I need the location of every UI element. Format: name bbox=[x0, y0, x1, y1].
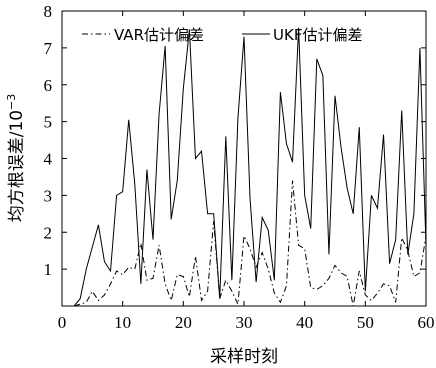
y-tick-label-2: 2 bbox=[44, 223, 53, 242]
series-line-ukf bbox=[73, 27, 427, 307]
y-axis-title-exponent: −3 bbox=[5, 94, 18, 110]
x-tick-label-50: 50 bbox=[357, 313, 374, 332]
y-tick-label-7: 7 bbox=[44, 39, 53, 58]
series-layer bbox=[73, 27, 427, 307]
legend: VAR估计偏差 UKF估计偏差 bbox=[82, 26, 362, 44]
x-tick-label-60: 60 bbox=[418, 313, 435, 332]
y-axis-title-group: 均方根误差/10−3 bbox=[5, 94, 27, 223]
y-tick-label-3: 3 bbox=[44, 186, 53, 205]
series-line-var bbox=[73, 180, 427, 307]
y-tick-label-6: 6 bbox=[44, 76, 53, 95]
y-tick-label-8: 8 bbox=[44, 2, 53, 21]
axis-ticks: 0 10 20 30 40 50 60 1 2 3 4 5 6 7 8 bbox=[44, 2, 435, 332]
legend-label-ukf: UKF估计偏差 bbox=[273, 26, 362, 44]
plot-frame bbox=[61, 10, 427, 307]
y-tick-label-4: 4 bbox=[44, 150, 53, 169]
x-tick-label-10: 10 bbox=[114, 313, 131, 332]
x-tick-label-20: 20 bbox=[175, 313, 192, 332]
y-tick-label-5: 5 bbox=[44, 113, 53, 132]
legend-label-var: VAR估计偏差 bbox=[114, 26, 204, 44]
x-tick-label-40: 40 bbox=[296, 313, 313, 332]
x-axis-title: 采样时刻 bbox=[210, 347, 278, 367]
x-tick-label-0: 0 bbox=[58, 313, 67, 332]
y-axis-title: 均方根误差/10−3 bbox=[5, 94, 27, 223]
y-axis-title-main: 均方根误差/10 bbox=[7, 110, 27, 222]
x-tick-label-30: 30 bbox=[236, 313, 253, 332]
y-tick-label-1: 1 bbox=[44, 260, 53, 279]
